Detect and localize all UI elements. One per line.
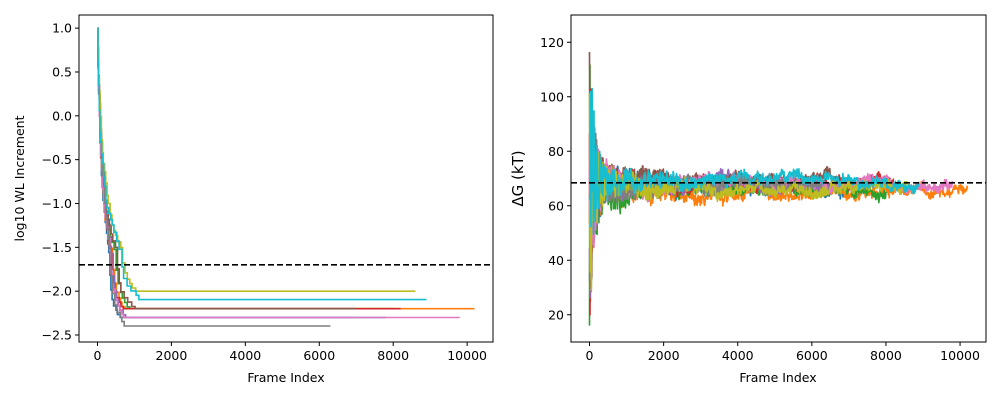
- y-tick-label: 80: [548, 144, 564, 159]
- x-tick-label: 2000: [156, 348, 188, 363]
- y-tick-label: 0.0: [52, 108, 72, 123]
- x-tick-label: 6000: [796, 348, 828, 363]
- y-tick-label: −1.0: [42, 196, 72, 211]
- x-tick-label: 0: [586, 348, 594, 363]
- x-tick-label: 4000: [229, 348, 261, 363]
- x-tick-label: 6000: [303, 348, 335, 363]
- wl-increment-x-axis-label: Frame Index: [247, 370, 324, 385]
- delta-g-x-axis-label: Frame Index: [739, 370, 816, 385]
- wl-increment-y-axis-label: log10 WL Increment: [12, 115, 27, 241]
- x-tick-label: 8000: [870, 348, 902, 363]
- x-tick-label: 4000: [722, 348, 754, 363]
- y-tick-label: 40: [548, 253, 564, 268]
- x-tick-label: 8000: [377, 348, 409, 363]
- y-tick-label: −2.0: [42, 284, 72, 299]
- y-tick-label: −0.5: [42, 152, 72, 167]
- y-tick-label: −2.5: [42, 327, 72, 342]
- y-tick-label: 100: [540, 89, 564, 104]
- y-tick-label: 20: [548, 307, 564, 322]
- x-tick-label: 10000: [940, 348, 980, 363]
- y-tick-label: 1.0: [52, 21, 72, 36]
- x-tick-label: 0: [94, 348, 102, 363]
- figure: 0 2000 4000 6000 8000 10000 −2.5 −2.0 −1.5 −1.0 −…: [0, 0, 1000, 400]
- y-tick-label: −1.5: [42, 240, 72, 255]
- y-tick-label: 60: [548, 198, 564, 213]
- figure-background: [0, 0, 1000, 400]
- x-tick-label: 2000: [648, 348, 680, 363]
- x-tick-label: 10000: [447, 348, 487, 363]
- y-tick-label: 120: [540, 35, 564, 50]
- y-tick-label: 0.5: [52, 64, 72, 79]
- delta-g-y-axis-label: ΔG (kT): [509, 150, 527, 206]
